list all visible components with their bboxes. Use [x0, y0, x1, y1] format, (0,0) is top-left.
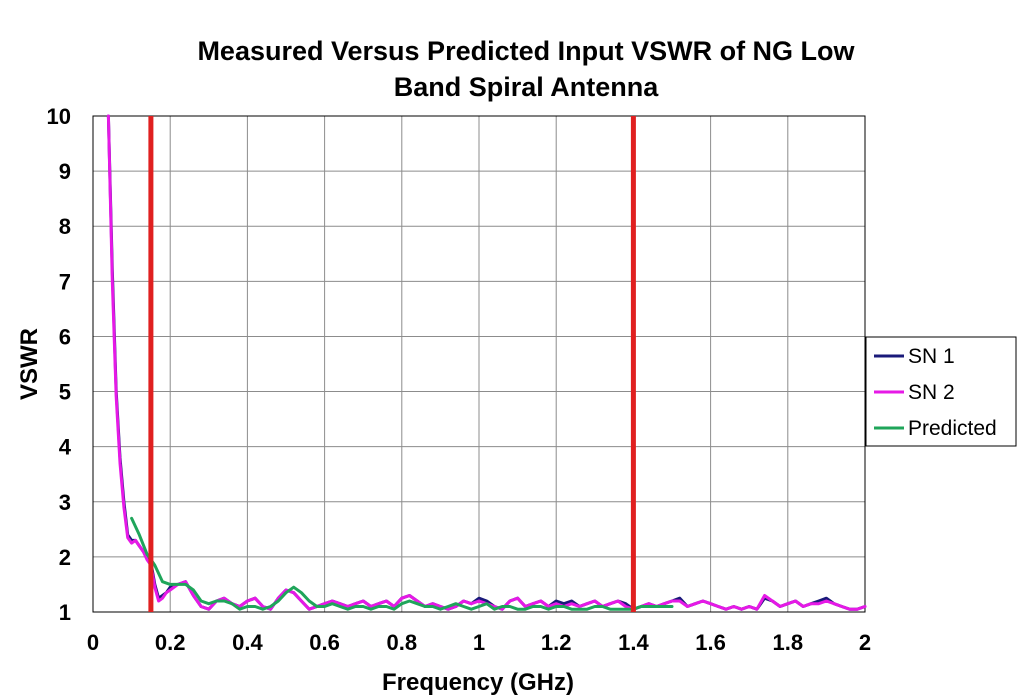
x-tick-label: 0.2 — [155, 630, 186, 655]
series-line-predicted — [130, 516, 674, 611]
chart-title-line-1: Measured Versus Predicted Input VSWR of … — [197, 36, 855, 66]
legend-label: SN 2 — [908, 381, 955, 404]
y-tick-label: 7 — [59, 269, 71, 294]
x-axis-label: Frequency (GHz) — [382, 669, 574, 696]
x-tick-label: 0.8 — [387, 630, 418, 655]
series-line-sn-2 — [106, 114, 867, 611]
x-tick-label: 1.8 — [773, 630, 804, 655]
legend-label: Predicted — [908, 417, 997, 440]
y-tick-label: 2 — [59, 545, 71, 570]
y-axis-label: VSWR — [16, 328, 43, 400]
y-tick-label: 10 — [47, 104, 71, 129]
x-tick-label: 0.4 — [232, 630, 263, 655]
y-tick-label: 6 — [59, 324, 71, 349]
plot-area — [92, 115, 866, 613]
legend: SN 1 SN 2 Predicted — [865, 336, 1017, 447]
band-limit-markers — [148, 116, 636, 612]
y-tick-label: 1 — [59, 600, 71, 625]
y-axis-ticks: 1 2 3 4 5 6 7 8 9 10 — [47, 104, 72, 625]
x-tick-label: 1 — [473, 630, 485, 655]
x-tick-label: 1.6 — [695, 630, 726, 655]
x-tick-label: 1.2 — [541, 630, 572, 655]
series-line-sn-1 — [106, 114, 867, 611]
chart-title: Measured Versus Predicted Input VSWR of … — [197, 36, 855, 102]
y-tick-label: 5 — [59, 380, 71, 405]
grid-lines — [92, 115, 866, 613]
y-tick-label: 4 — [59, 435, 72, 460]
y-tick-label: 9 — [59, 159, 71, 184]
x-tick-label: 0 — [87, 630, 99, 655]
y-tick-label: 3 — [59, 490, 71, 515]
legend-label: SN 1 — [908, 345, 955, 368]
x-tick-label: 0.6 — [309, 630, 340, 655]
x-tick-label: 1.4 — [618, 630, 649, 655]
y-tick-label: 8 — [59, 214, 71, 239]
x-axis-ticks: 0 0.2 0.4 0.6 0.8 1 1.2 1.4 1.6 1.8 2 — [87, 630, 871, 655]
series-lines — [106, 114, 867, 611]
x-tick-label: 2 — [859, 630, 871, 655]
chart-title-line-2: Band Spiral Antenna — [394, 72, 660, 102]
